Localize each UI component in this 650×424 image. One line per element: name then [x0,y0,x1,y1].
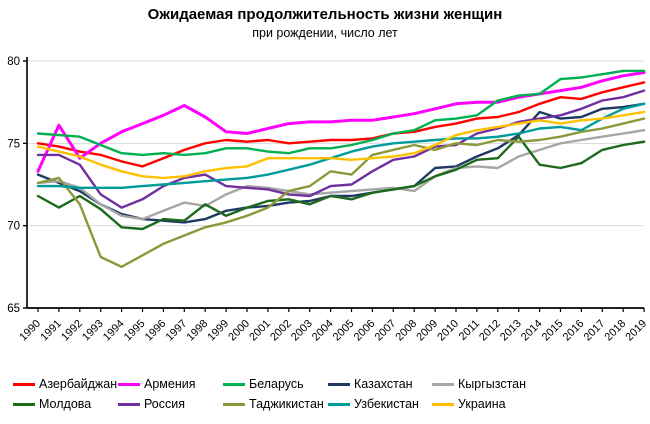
x-tick-label-2003: 2003 [289,318,315,344]
legend-swatch-belarus [223,382,245,386]
x-tick-label-2013: 2013 [498,318,524,344]
line-ukraine [36,110,646,180]
x-tick-label-2014: 2014 [519,318,545,344]
legend-swatch-kazakhstan [328,382,350,386]
x-tick-label-1998: 1998 [185,318,211,344]
line-belarus [36,69,646,157]
y-tick-label-70: 70 [7,221,20,233]
x-tick-label-2012: 2012 [477,318,503,344]
chart-title: Ожидаемая продолжительность жизни женщин [147,6,503,23]
legend-swatch-uzbekistan [328,402,350,406]
x-tick-label-2008: 2008 [394,318,420,344]
x-tick-label-2000: 2000 [226,318,252,344]
x-tick-label-2018: 2018 [603,318,629,344]
legend-item-kazakhstan: Казахстан [328,374,413,394]
legend-swatch-kyrgyzstan [432,382,454,386]
x-tick-label-2004: 2004 [310,318,336,344]
line-russia [36,89,646,209]
x-tick-label-1999: 1999 [205,318,231,344]
legend-label-kyrgyzstan: Кыргызстан [458,377,527,391]
x-tick-label-2015: 2015 [540,318,566,344]
x-tick-label-2016: 2016 [561,318,587,344]
x-tick-label-2009: 2009 [414,318,440,344]
x-tick-label-1991: 1991 [38,318,64,344]
legend-item-kyrgyzstan: Кыргызстан [432,374,526,394]
legend-label-kazakhstan: Казахстан [354,377,413,391]
legend-item-tajikistan: Таджикистан [223,394,324,414]
line-azerbaijan [36,81,646,168]
legend-label-ukraine: Украина [458,397,506,411]
legend-label-belarus: Беларусь [249,377,304,391]
y-tick-label-65: 65 [7,303,20,315]
x-tick-label-1997: 1997 [164,318,190,344]
legend-label-moldova: Молдова [39,397,92,411]
x-tick-label-2002: 2002 [268,318,294,344]
legend-item-ukraine: Украина [432,394,506,414]
line-moldova [36,135,646,231]
x-tick-label-2005: 2005 [331,318,357,344]
x-tick-label-1995: 1995 [122,318,148,344]
legend-label-uzbekistan: Узбекистан [354,397,419,411]
x-tick-label-2006: 2006 [352,318,378,344]
legend-label-armenia: Армения [144,377,196,391]
x-tick-label-1994: 1994 [101,318,127,344]
chart-subtitle: при рождении, число лет [252,26,398,40]
legend-item-azerbaijan: Азербайджан [13,374,117,394]
legend-label-azerbaijan: Азербайджан [39,377,118,391]
x-tick-label-2017: 2017 [582,318,608,344]
x-tick-label-2007: 2007 [373,318,399,344]
legend-item-moldova: Молдова [13,394,91,414]
legend-swatch-moldova [13,402,35,406]
x-tick-label-1996: 1996 [143,318,169,344]
line-kyrgyzstan [36,128,646,221]
legend-swatch-armenia [118,382,140,386]
y-tick-label-80: 80 [7,56,20,68]
x-tick-label-1992: 1992 [59,318,85,344]
legend-swatch-tajikistan [223,402,245,406]
x-tick-label-1990: 1990 [17,318,43,344]
legend-swatch-azerbaijan [13,382,35,386]
line-armenia [36,71,646,173]
x-tick-label-2011: 2011 [457,318,482,343]
legend-label-tajikistan: Таджикистан [249,397,324,411]
x-tick-label-2019: 2019 [623,318,649,344]
line-tajikistan [36,117,646,268]
legend-swatch-ukraine [432,402,454,406]
x-tick-label-1993: 1993 [80,318,106,344]
line-uzbekistan [36,102,646,190]
x-tick-label-2001: 2001 [247,318,273,344]
legend-item-russia: Россия [118,394,185,414]
legend-item-uzbekistan: Узбекистан [328,394,419,414]
x-tick-label-2010: 2010 [435,318,461,344]
legend-item-armenia: Армения [118,374,196,394]
y-tick-label-75: 75 [7,138,20,150]
plot-area: 80 75 70 65 19901991199219931994199519961997… [7,56,649,344]
legend-swatch-russia [118,402,140,406]
legend-item-belarus: Беларусь [223,374,304,394]
legend-label-russia: Россия [144,397,185,411]
